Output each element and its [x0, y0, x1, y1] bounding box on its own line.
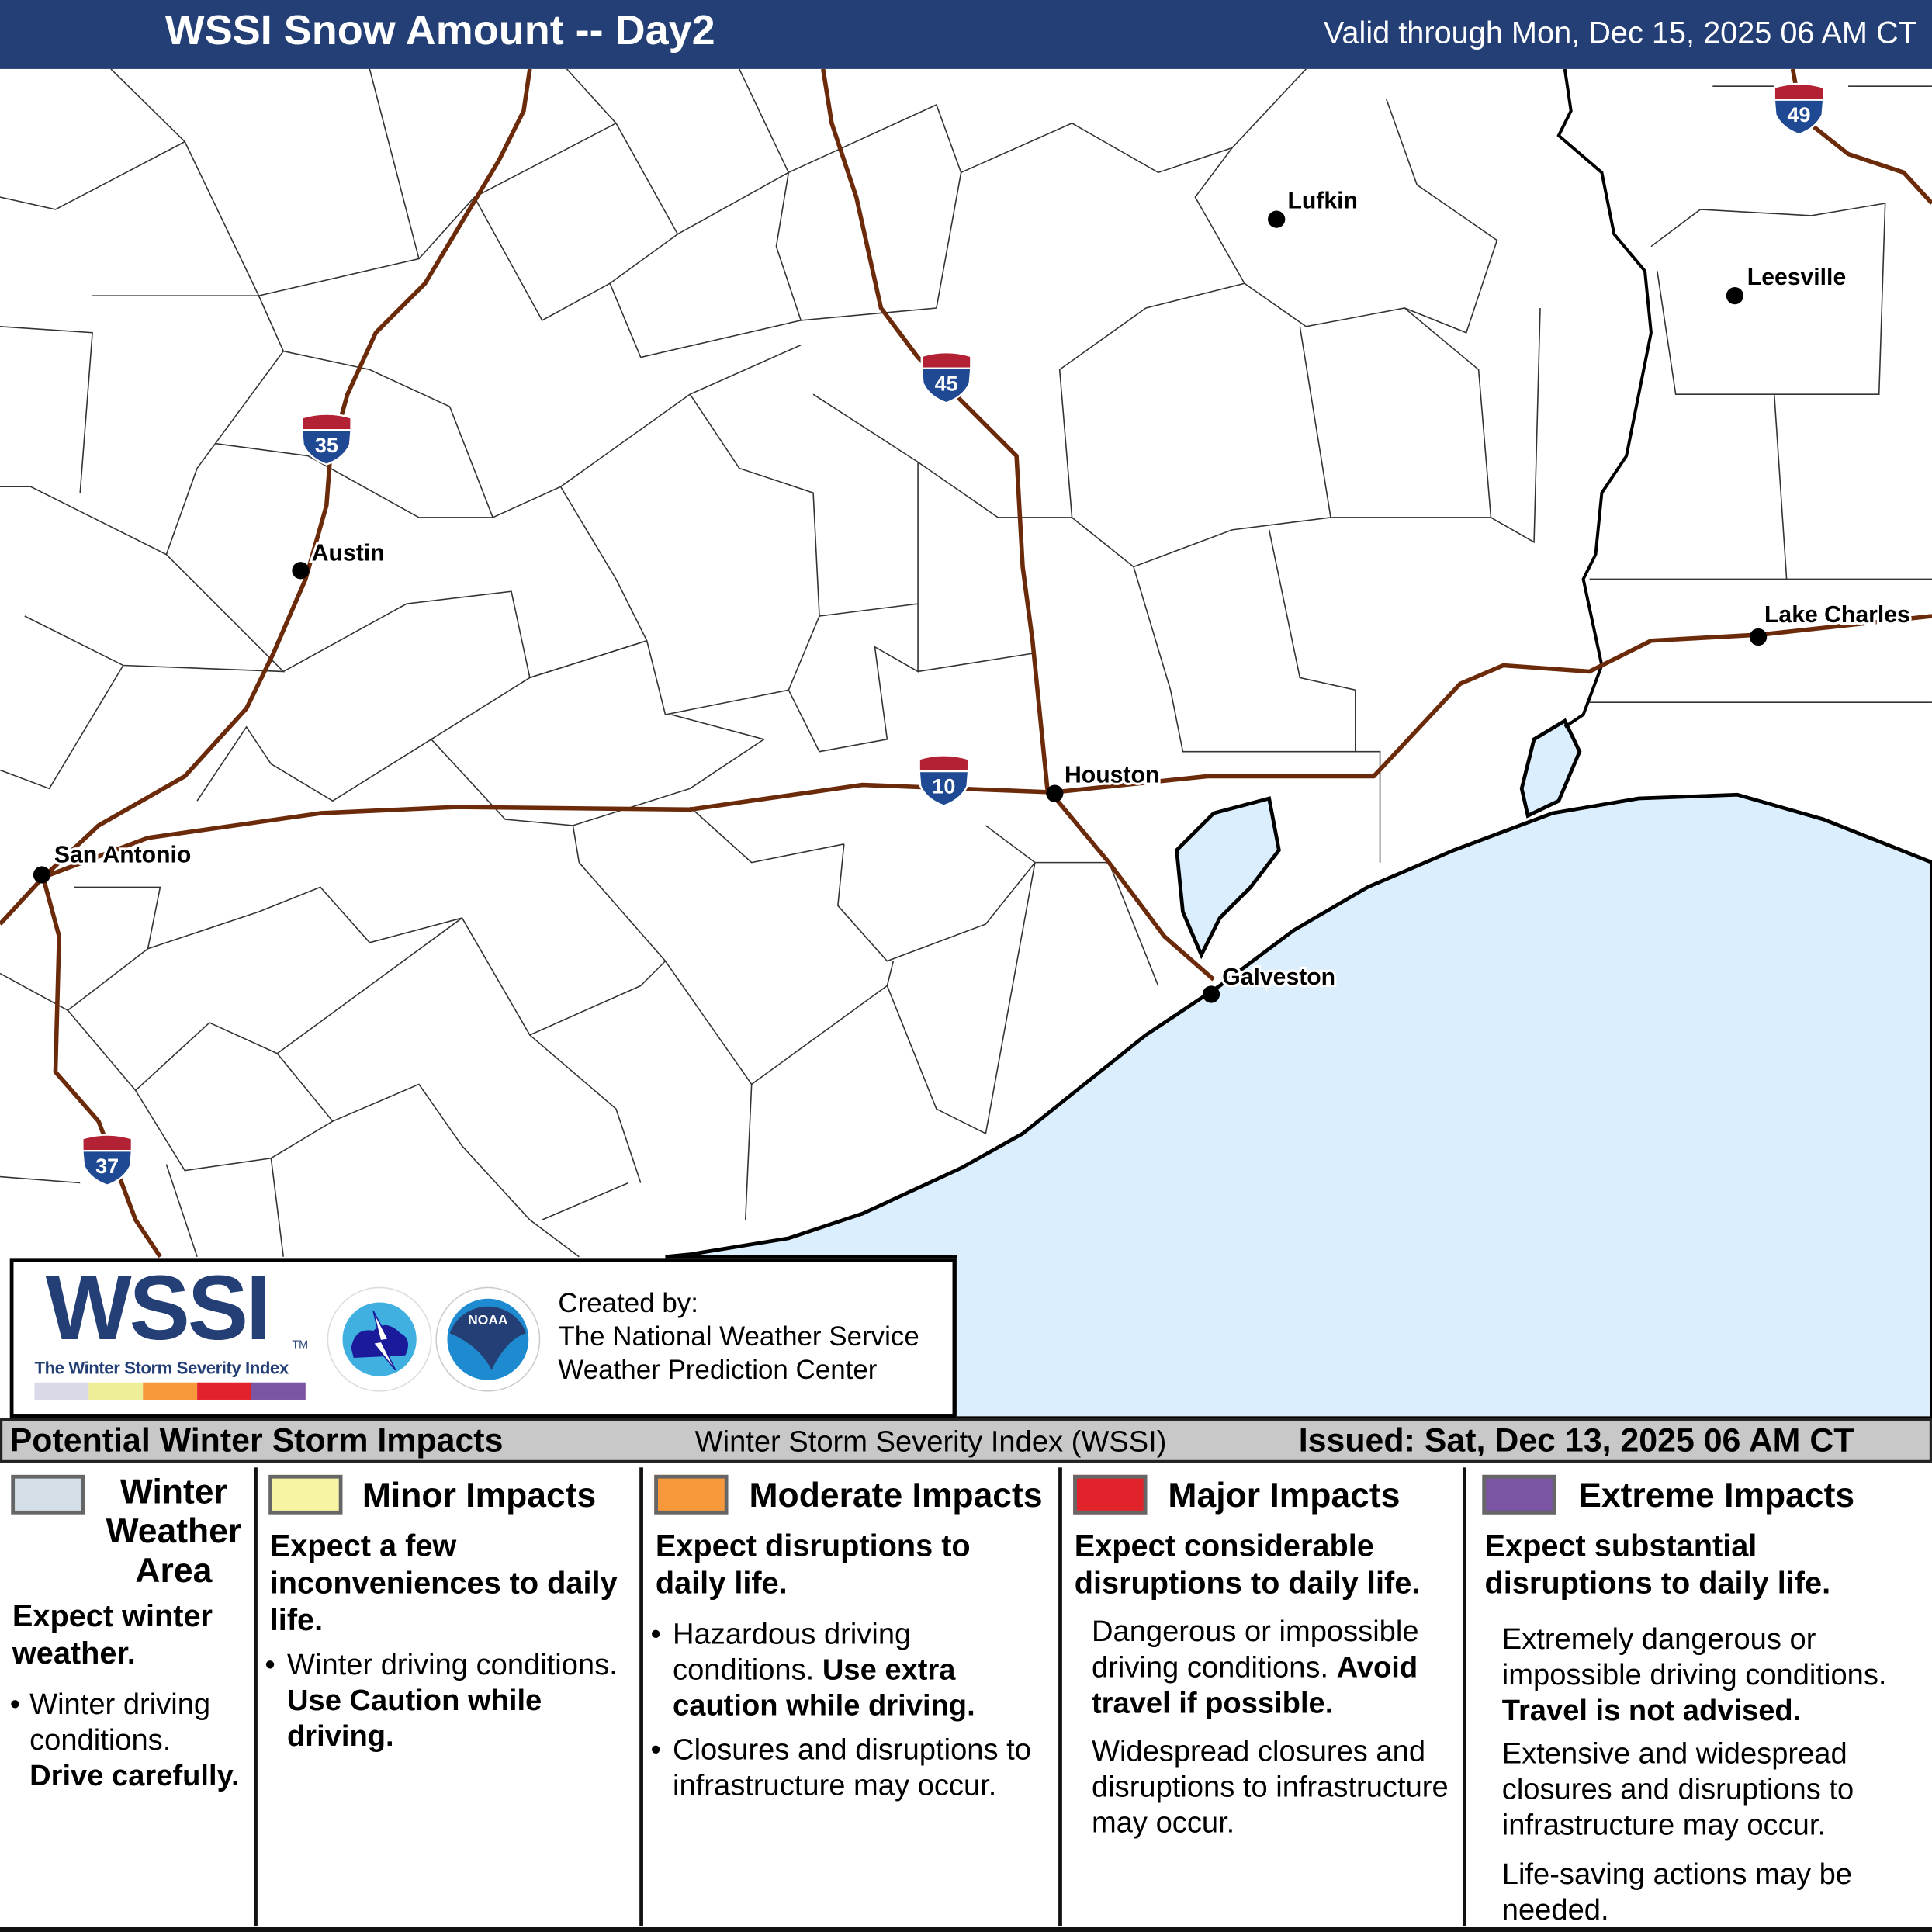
legend-subtitle: Winter Storm Severity Index (WSSI) [694, 1425, 1167, 1459]
divider [639, 1467, 643, 1927]
city-markers: Lufkin Leesville Austin San Antonio Hous… [33, 185, 1913, 1003]
title-bar: WSSI Snow Amount -- Day2 Valid through M… [0, 0, 1932, 69]
svg-text:10: 10 [932, 775, 955, 798]
legend-swatch [1073, 1474, 1148, 1515]
svg-text:Houston: Houston [1065, 762, 1159, 788]
map-title: WSSI Snow Amount -- Day2 [164, 7, 715, 54]
legend-swatch [1482, 1474, 1556, 1515]
svg-text:37: 37 [95, 1155, 119, 1178]
i10-route [0, 614, 1932, 926]
interstate-shield-49: 49 [1773, 82, 1825, 136]
svg-text:Galveston: Galveston [1222, 964, 1335, 990]
legend-swatch [268, 1474, 343, 1515]
legend-swatch [654, 1474, 729, 1515]
i35-route [40, 68, 532, 1259]
gulf-water [665, 792, 1932, 1418]
divider [1058, 1467, 1062, 1927]
legend-header: Potential Winter Storm Impacts Winter St… [0, 1418, 1932, 1463]
svg-text:Lake Charles: Lake Charles [1764, 602, 1910, 628]
legend-swatch [11, 1474, 85, 1515]
galveston-bay [1175, 796, 1281, 960]
legend-winter-weather-area: Winter Weather Area Expect winter weathe… [0, 1463, 254, 1928]
map: Lufkin Leesville Austin San Antonio Hous… [0, 68, 1932, 1418]
impact-legend: Winter Weather Area Expect winter weathe… [0, 1463, 1932, 1932]
legend-headline: Expect winter weather. [12, 1599, 213, 1671]
valid-time: Valid through Mon, Dec 15, 2025 06 AM CT [1323, 16, 1917, 51]
svg-text:Lufkin: Lufkin [1287, 188, 1357, 213]
wssi-subtitle: The Winter Storm Severity Index [34, 1357, 289, 1378]
legend-name: Extreme Impacts [1578, 1476, 1855, 1515]
legend-extreme-impacts: Extreme Impacts Expect substantial disru… [1467, 1463, 1930, 1928]
border [0, 1927, 1932, 1932]
interstate-shield-10: 10 [918, 754, 970, 807]
scale-swatch [34, 1382, 89, 1400]
legend-bullet: • Closures and disruptions to infrastruct… [650, 1733, 1031, 1803]
legend-bullet: • Winter driving conditions. Drive careful… [9, 1688, 240, 1793]
legend-bullet: • Hazardous driving conditions. Use extra… [650, 1618, 975, 1723]
scale-swatch [251, 1382, 306, 1400]
i45-route [821, 68, 1216, 982]
legend-headline: Expect substantial disruptions to daily … [1484, 1529, 1831, 1601]
city-leesville: Leesville [1726, 262, 1848, 305]
legend-title: Potential Winter Storm Impacts [9, 1421, 504, 1459]
svg-text:San Antonio: San Antonio [54, 843, 191, 868]
sabine-lake [1519, 718, 1582, 819]
scale-swatch [197, 1382, 251, 1400]
svg-text:35: 35 [315, 434, 338, 457]
interstate-shield-35: 35 [300, 413, 352, 466]
scale-swatch [143, 1382, 198, 1400]
county-lines [0, 68, 1932, 1258]
nws-logo-icon [327, 1286, 432, 1392]
credit-line: The National Weather Service [558, 1321, 919, 1352]
legend-text: Life-saving actions may be needed. [1501, 1858, 1853, 1927]
legend-text: Extremely dangerous or impossible drivin… [1501, 1622, 1887, 1728]
legend-headline: Expect disruptions to daily life. [655, 1529, 971, 1601]
interstate-shield-37: 37 [81, 1134, 133, 1186]
legend-name: Major Impacts [1168, 1476, 1401, 1515]
divider [254, 1467, 258, 1927]
issued-time: Issued: Sat, Dec 13, 2025 06 AM CT [1298, 1421, 1854, 1459]
noaa-logo-icon: NOAA [435, 1286, 541, 1392]
city-san-antonio: San Antonio [33, 840, 194, 884]
name-line: Weather [106, 1511, 242, 1550]
svg-text:45: 45 [935, 372, 958, 395]
svg-text:Austin: Austin [312, 541, 385, 566]
interstate-shield-45: 45 [920, 351, 972, 404]
legend-name: Winter Weather Area [106, 1473, 242, 1591]
svg-text:Leesville: Leesville [1747, 265, 1846, 290]
interstate-shields: 35 45 10 37 49 [81, 82, 1825, 1186]
legend-name: Moderate Impacts [749, 1476, 1043, 1515]
wssi-logo: WSSI [45, 1256, 272, 1359]
name-line: Winter [119, 1472, 227, 1511]
city-lufkin: Lufkin [1268, 185, 1360, 228]
city-galveston: Galveston [1202, 962, 1338, 1003]
svg-text:NOAA: NOAA [468, 1312, 508, 1328]
legend-headline: Expect considerable disruptions to daily… [1074, 1529, 1421, 1601]
svg-text:49: 49 [1787, 103, 1810, 126]
name-line: Area [135, 1551, 213, 1590]
city-houston: Houston [1046, 760, 1162, 802]
legend-name: Minor Impacts [362, 1476, 597, 1515]
legend-text: Extensive and widespread closures and di… [1501, 1737, 1854, 1843]
city-austin: Austin [292, 538, 387, 580]
legend-moderate-impacts: Moderate Impacts Expect disruptions to d… [645, 1463, 1059, 1928]
legend-text: Dangerous or impossible driving conditio… [1091, 1615, 1419, 1720]
divider [1462, 1467, 1466, 1927]
legend-bullet: • Winter driving conditions. Use Caution … [265, 1648, 618, 1754]
legend-major-impacts: Major Impacts Expect considerable disrup… [1063, 1463, 1463, 1928]
city-lake-charles: Lake Charles [1749, 600, 1913, 646]
wssi-logo-box: WSSI TM The Winter Storm Severity Index … [9, 1256, 957, 1418]
credit-text: Created by: The National Weather Service… [558, 1286, 919, 1387]
credit-line: Created by: [558, 1287, 698, 1319]
trademark: TM [292, 1338, 309, 1351]
scale-swatch [88, 1382, 144, 1400]
legend-headline: Expect a few inconveniences to daily lif… [269, 1529, 618, 1638]
legend-minor-impacts: Minor Impacts Expect a few inconvenience… [258, 1463, 640, 1928]
wssi-color-scale [34, 1382, 306, 1400]
sabine-river [1556, 68, 1653, 729]
credit-line: Weather Prediction Center [558, 1354, 878, 1385]
legend-text: Widespread closures and disruptions to i… [1091, 1734, 1449, 1840]
